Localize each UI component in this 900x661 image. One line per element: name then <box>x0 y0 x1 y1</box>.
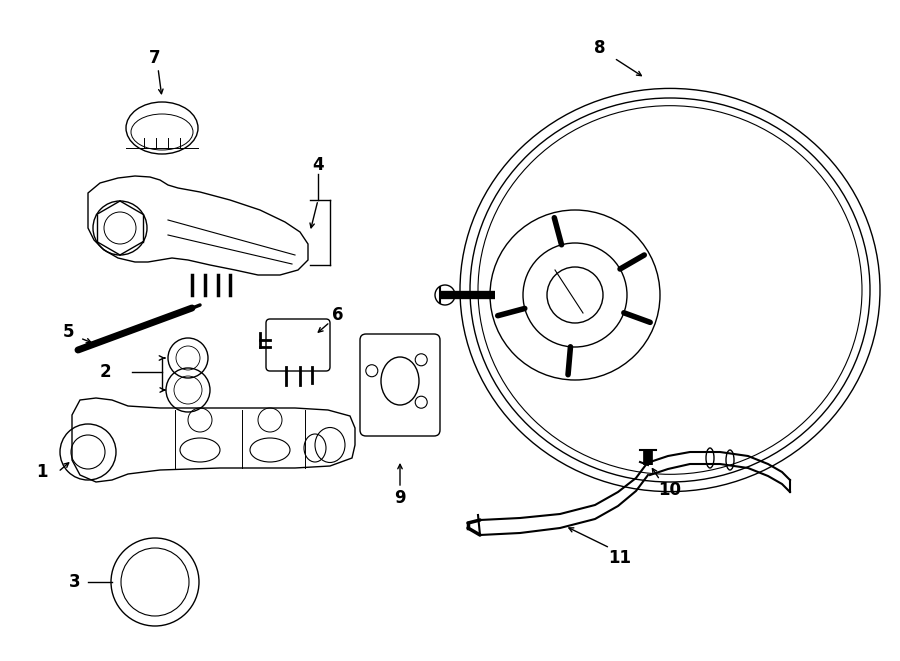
Text: 9: 9 <box>394 489 406 507</box>
Text: 11: 11 <box>608 549 632 567</box>
Text: 2: 2 <box>99 363 111 381</box>
Text: 4: 4 <box>312 156 324 174</box>
Text: 3: 3 <box>69 573 81 591</box>
Text: 7: 7 <box>149 49 161 67</box>
Text: 8: 8 <box>594 39 606 57</box>
Text: 10: 10 <box>659 481 681 499</box>
Text: 1: 1 <box>36 463 48 481</box>
Text: 6: 6 <box>332 306 344 324</box>
Text: 5: 5 <box>62 323 74 341</box>
